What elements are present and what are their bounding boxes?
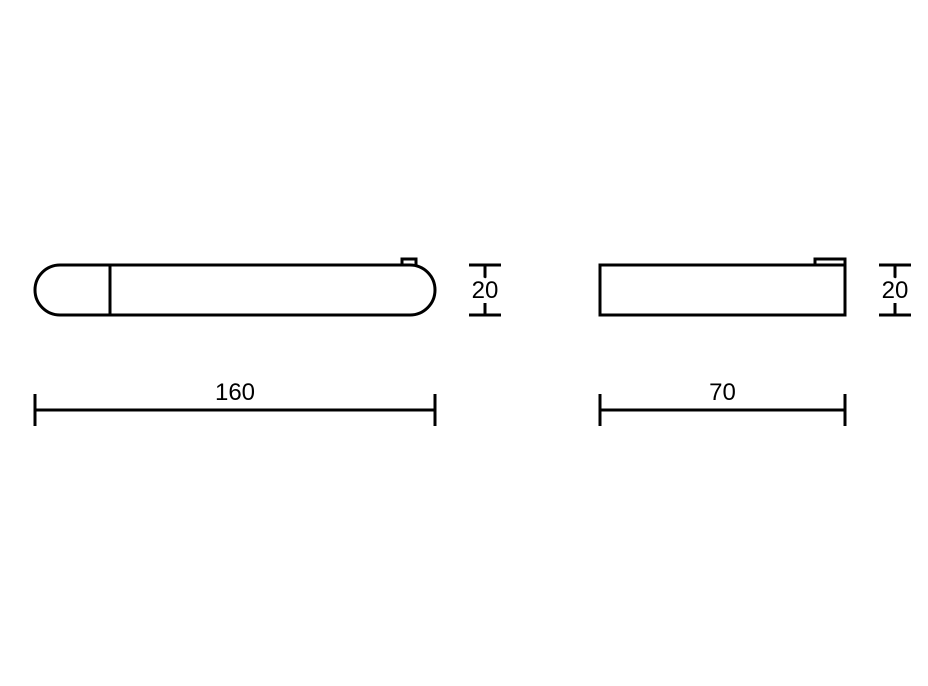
dim-side-height-label: 20 <box>882 277 909 304</box>
technical-drawing: 160 20 70 20 <box>0 0 928 686</box>
front-view <box>35 259 435 315</box>
dim-front-width-label: 160 <box>215 379 255 406</box>
side-view <box>600 259 845 315</box>
dim-front-width: 160 <box>35 379 435 426</box>
dim-front-height-label: 20 <box>472 277 499 304</box>
dim-side-width-label: 70 <box>709 379 736 406</box>
dim-side-width: 70 <box>600 379 845 426</box>
dim-side-height: 20 <box>879 265 911 315</box>
dim-front-height: 20 <box>469 265 501 315</box>
